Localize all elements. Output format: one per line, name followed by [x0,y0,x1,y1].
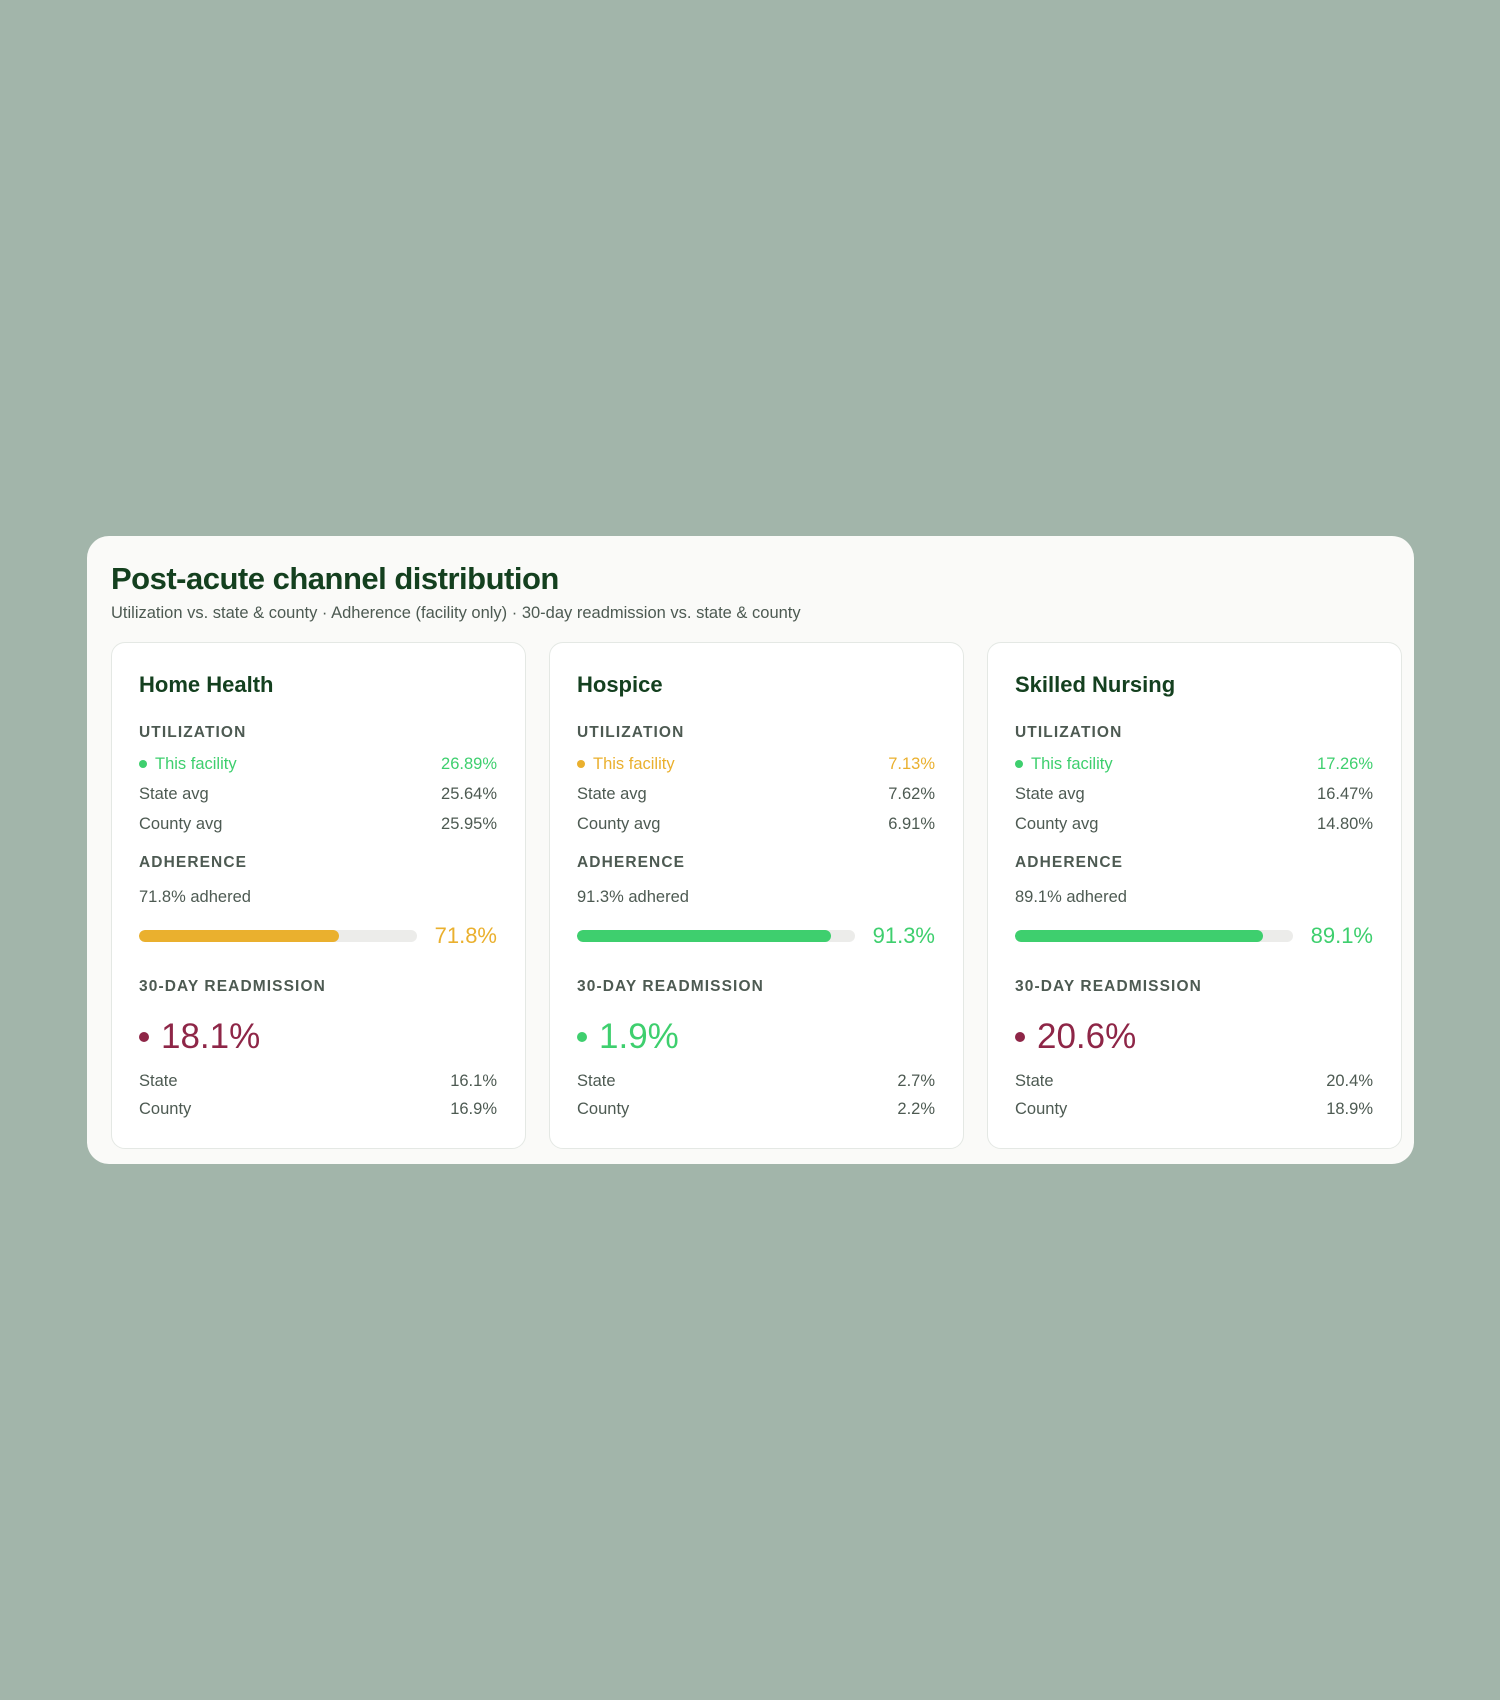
readmission-status-dot-icon [577,1032,587,1042]
readmission-value-row: 1.9% [577,1015,935,1059]
adherence-bar-track [139,930,417,942]
facility-utilization-value: 26.89% [441,754,497,773]
state-avg-row: State avg 25.64% [139,779,497,809]
readmission-label: 30-DAY READMISSION [577,978,764,995]
channel-card-hospice: Hospice UTILIZATION This facility 7.13% … [549,642,964,1149]
facility-utilization-value: 17.26% [1317,754,1373,773]
card-title: Skilled Nursing [1015,672,1176,697]
state-avg-value: 16.47% [1317,784,1373,803]
adherence-bar-track [1015,930,1293,942]
adherence-value: 91.3% [872,923,935,948]
readmission-county-label: County [139,1099,192,1118]
state-avg-row: State avg 16.47% [1015,779,1373,809]
adherence-bar-fill [577,930,831,942]
facility-status-dot-icon [577,760,585,768]
readmission-state-value: 2.7% [897,1071,935,1090]
channel-distribution-panel: Post-acute channel distribution Utilizat… [87,536,1414,1164]
state-avg-value: 7.62% [888,784,935,803]
county-avg-label: County avg [577,814,661,833]
state-avg-label: State avg [139,784,209,803]
adherence-label: ADHERENCE [139,854,248,871]
facility-label: This facility [593,754,675,773]
facility-label-wrap: This facility [577,755,675,774]
state-avg-row: State avg 7.62% [577,779,935,809]
utilization-label: UTILIZATION [1015,724,1123,741]
readmission-county-value: 18.9% [1326,1099,1373,1118]
readmission-county-row: County 18.9% [1015,1095,1373,1123]
state-avg-label: State avg [577,784,647,803]
county-avg-value: 6.91% [888,814,935,833]
readmission-county-value: 16.9% [450,1099,497,1118]
facility-label-wrap: This facility [1015,755,1113,774]
facility-utilization-row: This facility 7.13% [577,749,935,779]
panel-title: Post-acute channel distribution [111,561,559,596]
county-avg-value: 25.95% [441,814,497,833]
county-avg-row: County avg 6.91% [577,809,935,839]
adherence-text: 71.8% adhered [139,888,251,906]
channel-card-home-health: Home Health UTILIZATION This facility 26… [111,642,526,1149]
facility-status-dot-icon [1015,760,1023,768]
readmission-state-label: State [139,1071,178,1090]
facility-status-dot-icon [139,760,147,768]
readmission-value: 20.6% [1037,1017,1137,1056]
readmission-status-dot-icon [1015,1032,1025,1042]
card-title: Home Health [139,672,274,697]
channel-cards: Home Health UTILIZATION This facility 26… [111,642,1402,1149]
readmission-state-label: State [577,1071,616,1090]
facility-utilization-row: This facility 26.89% [139,749,497,779]
facility-label: This facility [1031,754,1113,773]
adherence-bar-fill [139,930,339,942]
readmission-label: 30-DAY READMISSION [1015,978,1202,995]
facility-label-wrap: This facility [139,755,237,774]
county-avg-label: County avg [139,814,223,833]
adherence-label: ADHERENCE [1015,854,1124,871]
county-avg-value: 14.80% [1317,814,1373,833]
facility-label: This facility [155,754,237,773]
adherence-text: 89.1% adhered [1015,888,1127,906]
county-avg-label: County avg [1015,814,1099,833]
state-avg-value: 25.64% [441,784,497,803]
readmission-state-label: State [1015,1071,1054,1090]
readmission-state-row: State 20.4% [1015,1067,1373,1095]
panel-subtitle: Utilization vs. state & county · Adheren… [111,604,801,622]
readmission-county-row: County 16.9% [139,1095,497,1123]
readmission-value-row: 18.1% [139,1015,497,1059]
state-avg-label: State avg [1015,784,1085,803]
readmission-label: 30-DAY READMISSION [139,978,326,995]
readmission-state-row: State 16.1% [139,1067,497,1095]
facility-utilization-row: This facility 17.26% [1015,749,1373,779]
adherence-bar-row: 89.1% [1015,920,1373,952]
readmission-county-row: County 2.2% [577,1095,935,1123]
adherence-value: 89.1% [1310,923,1373,948]
facility-utilization-value: 7.13% [888,754,935,773]
readmission-value: 18.1% [161,1017,261,1056]
county-avg-row: County avg 25.95% [139,809,497,839]
utilization-label: UTILIZATION [577,724,685,741]
card-title: Hospice [577,672,663,697]
adherence-value: 71.8% [434,923,497,948]
readmission-county-label: County [1015,1099,1068,1118]
readmission-value-row: 20.6% [1015,1015,1373,1059]
utilization-label: UTILIZATION [139,724,247,741]
adherence-label: ADHERENCE [577,854,686,871]
readmission-value: 1.9% [599,1017,679,1056]
readmission-state-value: 16.1% [450,1071,497,1090]
county-avg-row: County avg 14.80% [1015,809,1373,839]
adherence-bar-row: 71.8% [139,920,497,952]
adherence-bar-track [577,930,855,942]
readmission-status-dot-icon [139,1032,149,1042]
readmission-state-value: 20.4% [1326,1071,1373,1090]
readmission-county-label: County [577,1099,630,1118]
readmission-county-value: 2.2% [897,1099,935,1118]
adherence-bar-fill [1015,930,1263,942]
adherence-text: 91.3% adhered [577,888,689,906]
channel-card-skilled-nursing: Skilled Nursing UTILIZATION This facilit… [987,642,1402,1149]
adherence-bar-row: 91.3% [577,920,935,952]
readmission-state-row: State 2.7% [577,1067,935,1095]
